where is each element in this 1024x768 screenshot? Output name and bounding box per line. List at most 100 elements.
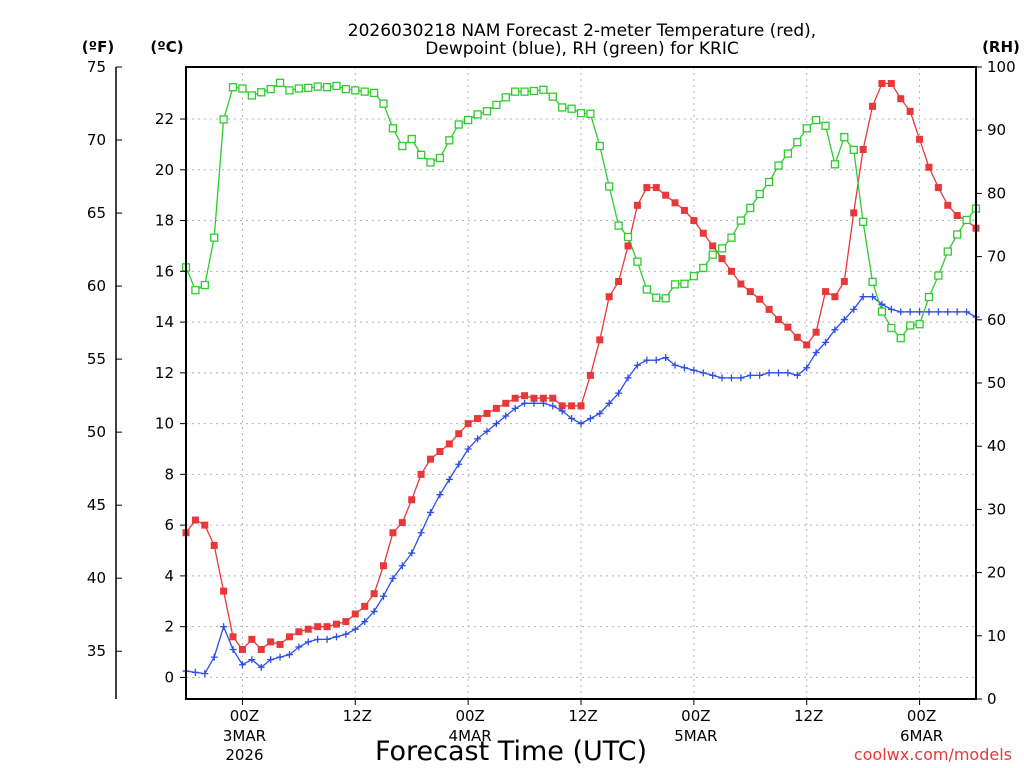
- rh-point: [793, 138, 802, 147]
- rh-point: [802, 124, 811, 133]
- rh-point: [962, 215, 971, 225]
- dewpoint-point: [775, 369, 782, 377]
- fahrenheit-axis-unit: (ºF): [82, 38, 114, 56]
- rh-point: [623, 232, 633, 242]
- dewpoint-point: [210, 653, 218, 661]
- dewpoint-point: [840, 316, 848, 324]
- celsius-tick-label: 0: [164, 668, 174, 686]
- rh-point: [360, 87, 369, 96]
- dewpoint-point: [539, 399, 547, 407]
- dewpoint-point: [285, 651, 293, 659]
- 2-meter-temperature-point: [906, 107, 914, 115]
- dewpoint-point: [671, 361, 679, 369]
- 2-meter-temperature-point: [624, 242, 632, 250]
- rh-point: [492, 100, 501, 110]
- time-tick-label: 12Z: [343, 707, 372, 725]
- dewpoint-point: [822, 338, 830, 346]
- dewpoint-point: [558, 407, 566, 415]
- rh-tick-label: 60: [987, 311, 1006, 329]
- dewpoint-point: [436, 491, 444, 499]
- 2-meter-temperature-point: [380, 562, 387, 570]
- dewpoint-point: [643, 356, 651, 364]
- rh-point: [407, 134, 416, 144]
- fahrenheit-tick-label: 60: [87, 277, 106, 295]
- rh-point: [595, 141, 604, 151]
- 2-meter-temperature-point: [342, 618, 350, 626]
- rh-point: [877, 307, 887, 316]
- rh-point: [398, 141, 407, 151]
- rh-point: [858, 217, 868, 226]
- rh-tick-label: 50: [987, 374, 1006, 392]
- rh-tick-label: 0: [987, 690, 997, 708]
- rh-point: [727, 233, 736, 242]
- dewpoint-point: [953, 308, 961, 316]
- rh-point: [934, 271, 943, 280]
- dewpoint-point: [483, 427, 491, 435]
- rh-point: [210, 233, 219, 242]
- 2-meter-temperature-point: [916, 135, 924, 143]
- 2-meter-temperature-point: [201, 521, 209, 529]
- 2-meter-temperature-point: [389, 529, 397, 537]
- rh-point: [445, 136, 454, 145]
- 2-meter-temperature-point: [492, 404, 500, 412]
- rh-point: [642, 285, 651, 294]
- dewpoint-point: [417, 529, 425, 537]
- 2-meter-temperature-point: [295, 628, 303, 636]
- fahrenheit-tick-label: 45: [87, 496, 106, 514]
- dewpoint-point: [370, 607, 378, 615]
- 2-meter-temperature-point: [822, 288, 830, 296]
- rh-point: [680, 279, 689, 288]
- gridlines: [186, 67, 976, 699]
- dewpoint-point: [878, 300, 886, 308]
- 2-meter-temperature-point: [417, 470, 425, 478]
- rh-point: [285, 86, 294, 95]
- celsius-tick-label: 2: [164, 618, 174, 636]
- rh-tick-label: 20: [987, 564, 1006, 582]
- 2-meter-temperature-point: [859, 145, 867, 153]
- 2-meter-temperature-point: [502, 399, 510, 407]
- fahrenheit-tick-label: 50: [87, 423, 106, 441]
- time-tick-label: 00Z: [455, 707, 484, 725]
- celsius-tick-label: 18: [155, 212, 174, 230]
- rh-point: [915, 320, 924, 329]
- 2-meter-temperature-point: [323, 623, 331, 631]
- time-tick-label: 00Z: [230, 707, 259, 725]
- plot-frame: [185, 66, 977, 700]
- 2-meter-temperature-point: [436, 448, 444, 456]
- 2-meter-temperature-point: [699, 229, 707, 237]
- rh-point: [586, 109, 595, 118]
- 2-meter-temperature-point: [530, 394, 538, 402]
- time-tick-date: 5MAR: [674, 727, 717, 745]
- dewpoint-point: [916, 308, 924, 316]
- 2-meter-temperature-point: [568, 402, 576, 410]
- dewpoint-point: [408, 549, 416, 557]
- rh-point: [708, 250, 717, 259]
- rh-point: [473, 110, 482, 119]
- dewpoint-point: [586, 415, 594, 423]
- dewpoint-point: [756, 371, 764, 379]
- dewpoint-point: [831, 326, 839, 334]
- dewpoint-point: [238, 661, 246, 669]
- 2-meter-temperature-point: [737, 280, 745, 288]
- time-tick-label: 12Z: [568, 707, 597, 725]
- dewpoint-point: [220, 623, 228, 631]
- 2-meter-temperature-point: [944, 201, 952, 209]
- 2-meter-temperature-point: [577, 402, 585, 410]
- dewpoint-point: [605, 399, 613, 407]
- rh-point: [924, 292, 934, 302]
- 2-meter-temperature-point: [558, 402, 566, 410]
- dewpoint-point: [295, 643, 303, 651]
- time-tick-label: 12Z: [794, 707, 823, 725]
- rh-point: [652, 293, 661, 302]
- dewpoint-point: [699, 369, 707, 377]
- rh-point: [783, 149, 793, 158]
- dewpoint-point: [596, 409, 604, 417]
- 2-meter-temperature-point: [850, 209, 858, 217]
- rh-point: [661, 294, 670, 303]
- rh-point: [257, 88, 266, 97]
- celsius-tick-label: 6: [164, 516, 174, 534]
- rh-point: [539, 85, 548, 94]
- dewpoint-point: [492, 420, 500, 428]
- 2-meter-temperature-point: [474, 415, 482, 423]
- rh-point: [426, 158, 435, 167]
